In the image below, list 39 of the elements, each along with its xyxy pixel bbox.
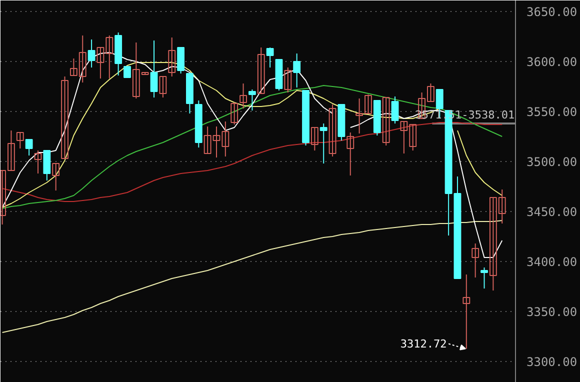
line-series <box>2 220 503 333</box>
candlestick <box>25 139 33 156</box>
y-tick-label: 3300.00 <box>526 355 578 369</box>
candlestick <box>472 243 480 278</box>
candlestick <box>248 89 256 111</box>
candlestick <box>462 274 470 350</box>
candlestick <box>346 132 354 176</box>
y-tick-label: 3350.00 <box>526 305 578 319</box>
candlestick <box>34 150 42 174</box>
candlestick <box>88 39 96 68</box>
line-series <box>2 122 503 202</box>
y-tick-label: 3650.00 <box>526 5 578 19</box>
candlestick <box>257 47 265 94</box>
candlestick <box>328 104 336 157</box>
candlestick <box>284 67 292 93</box>
candlestick <box>480 267 488 289</box>
candlestick <box>320 123 328 164</box>
candlestick <box>168 37 176 77</box>
candlestick <box>391 96 399 124</box>
candlestick <box>266 47 274 68</box>
y-tick-label: 3450.00 <box>526 205 578 219</box>
candlestick <box>124 66 131 78</box>
candlestick <box>240 83 247 109</box>
candlestick <box>382 97 390 146</box>
candlestick <box>150 40 158 98</box>
candlestick <box>52 163 60 191</box>
y-tick-label: 3500.00 <box>526 155 578 169</box>
candlestick <box>293 53 301 88</box>
candlestick <box>159 76 167 98</box>
annotation: 3312.72 <box>400 337 447 350</box>
y-tick-label: 3400.00 <box>526 255 578 269</box>
candlestick <box>230 102 238 125</box>
candlestick <box>310 127 318 151</box>
y-tick-label: 3600.00 <box>526 55 578 69</box>
candlestick <box>43 150 51 181</box>
candlestick <box>177 47 185 74</box>
candlestick <box>61 76 68 159</box>
candlestick <box>16 132 24 149</box>
y-tick-label: 3550.00 <box>526 105 578 119</box>
